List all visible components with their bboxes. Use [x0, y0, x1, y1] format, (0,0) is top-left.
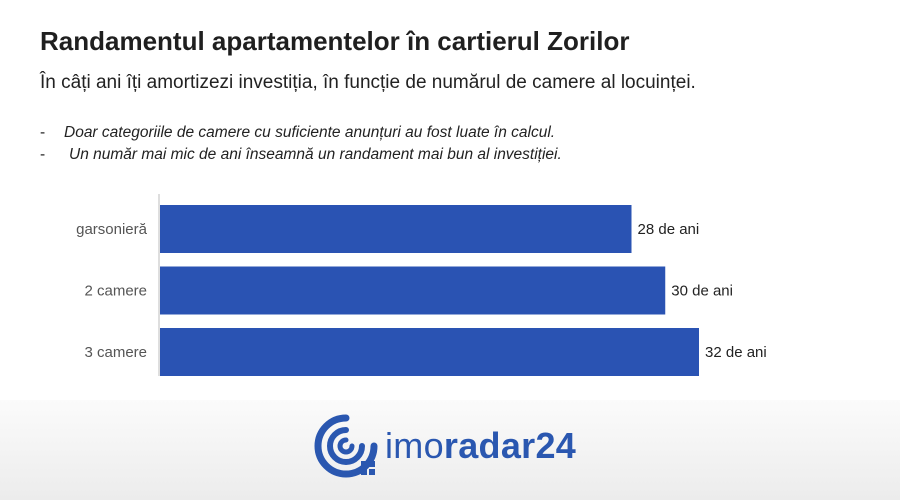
note-item: - Un număr mai mic de ani înseamnă un ra… — [40, 144, 562, 166]
brand-name-light: imo — [385, 425, 444, 466]
category-label: garsonieră — [76, 221, 148, 238]
radar-icon — [314, 414, 378, 478]
value-label: 30 de ani — [671, 283, 733, 300]
category-label: 2 camere — [84, 283, 147, 300]
brand-name: imoradar24 — [385, 425, 576, 467]
brand-name-bold: radar24 — [443, 425, 577, 466]
note-bullet: - — [40, 124, 46, 141]
bar-chart: garsonieră 28 de ani 2 camere 30 de ani 3 ca… — [76, 194, 767, 376]
chart-title: Randamentul apartamentelor în cartierul … — [40, 26, 630, 56]
bar — [160, 328, 699, 376]
footer — [0, 400, 900, 500]
note-item: - Doar categoriile de camere cu suficien… — [40, 122, 562, 144]
note-text: Doar categoriile de camere cu suficiente… — [64, 124, 556, 141]
brand-logo[interactable]: imoradar24 — [313, 413, 576, 479]
note-text: Un număr mai mic de ani înseamnă un rand… — [69, 146, 562, 163]
bar — [160, 266, 666, 315]
value-label: 28 de ani — [638, 221, 700, 238]
notes-list: - Doar categoriile de camere cu suficien… — [40, 122, 562, 166]
chart-subtitle: În câți ani îți amortizezi investiția, î… — [40, 72, 696, 93]
bar — [160, 205, 632, 253]
note-bullet: - — [40, 146, 46, 163]
value-label: 32 de ani — [705, 344, 767, 361]
category-label: 3 camere — [84, 344, 147, 361]
